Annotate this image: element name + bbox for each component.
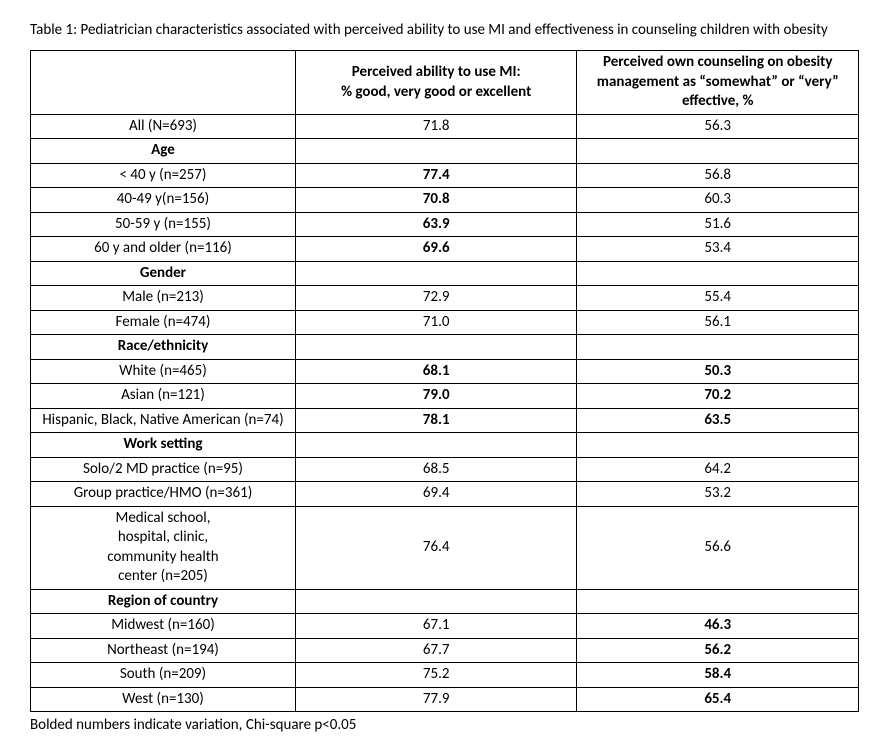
table-row: White (n=465)68.150.3 xyxy=(31,359,859,384)
cell-mi-ability: 77.4 xyxy=(295,163,577,188)
cell-effectiveness: 50.3 xyxy=(577,359,859,384)
cell-effectiveness: 63.5 xyxy=(577,408,859,433)
cell-effectiveness: 65.4 xyxy=(577,687,859,712)
table-row: Group practice/HMO (n=361)69.453.2 xyxy=(31,482,859,507)
table-body: All (N=693)71.856.3Age< 40 y (n=257)77.4… xyxy=(31,114,859,712)
section-label: Age xyxy=(31,139,296,164)
header-row: Perceived ability to use MI: % good, ver… xyxy=(31,51,859,115)
section-label: Race/ethnicity xyxy=(31,335,296,360)
cell-mi-ability xyxy=(295,139,577,164)
row-label: Male (n=213) xyxy=(31,286,296,311)
table-row: 60 y and older (n=116)69.653.4 xyxy=(31,237,859,262)
table-row: Work setting xyxy=(31,433,859,458)
table-caption: Table 1: Pediatrician characteristics as… xyxy=(30,20,859,40)
cell-effectiveness: 53.4 xyxy=(577,237,859,262)
cell-mi-ability: 76.4 xyxy=(295,506,577,589)
data-table: Perceived ability to use MI: % good, ver… xyxy=(30,50,859,712)
cell-mi-ability: 67.7 xyxy=(295,638,577,663)
row-label: Medical school, hospital, clinic, commun… xyxy=(31,506,296,589)
cell-mi-ability xyxy=(295,433,577,458)
cell-mi-ability: 77.9 xyxy=(295,687,577,712)
cell-mi-ability: 70.8 xyxy=(295,188,577,213)
table-row: All (N=693)71.856.3 xyxy=(31,114,859,139)
table-row: Northeast (n=194)67.756.2 xyxy=(31,638,859,663)
row-label: All (N=693) xyxy=(31,114,296,139)
table-row: Male (n=213)72.955.4 xyxy=(31,286,859,311)
row-label: Asian (n=121) xyxy=(31,384,296,409)
table-row: Gender xyxy=(31,261,859,286)
header-col3: Perceived own counseling on obesity mana… xyxy=(577,51,859,115)
table-row: 50-59 y (n=155)63.951.6 xyxy=(31,212,859,237)
table-row: Hispanic, Black, Native American (n=74)7… xyxy=(31,408,859,433)
cell-effectiveness xyxy=(577,589,859,614)
cell-mi-ability: 67.1 xyxy=(295,614,577,639)
table-row: Solo/2 MD practice (n=95)68.564.2 xyxy=(31,457,859,482)
table-row: 40-49 y(n=156)70.860.3 xyxy=(31,188,859,213)
cell-mi-ability: 75.2 xyxy=(295,663,577,688)
cell-effectiveness: 56.2 xyxy=(577,638,859,663)
cell-effectiveness: 51.6 xyxy=(577,212,859,237)
cell-effectiveness: 55.4 xyxy=(577,286,859,311)
cell-mi-ability: 69.6 xyxy=(295,237,577,262)
cell-mi-ability: 71.0 xyxy=(295,310,577,335)
row-label: South (n=209) xyxy=(31,663,296,688)
cell-mi-ability: 79.0 xyxy=(295,384,577,409)
table-row: < 40 y (n=257)77.456.8 xyxy=(31,163,859,188)
row-label: 60 y and older (n=116) xyxy=(31,237,296,262)
cell-mi-ability: 72.9 xyxy=(295,286,577,311)
row-label: White (n=465) xyxy=(31,359,296,384)
table-footnote: Bolded numbers indicate variation, Chi-s… xyxy=(30,716,859,734)
cell-effectiveness: 56.1 xyxy=(577,310,859,335)
table-row: Race/ethnicity xyxy=(31,335,859,360)
cell-effectiveness: 70.2 xyxy=(577,384,859,409)
row-label: Solo/2 MD practice (n=95) xyxy=(31,457,296,482)
cell-mi-ability: 68.1 xyxy=(295,359,577,384)
cell-effectiveness xyxy=(577,139,859,164)
table-row: Medical school, hospital, clinic, commun… xyxy=(31,506,859,589)
section-label: Region of country xyxy=(31,589,296,614)
row-label: Female (n=474) xyxy=(31,310,296,335)
cell-effectiveness: 56.6 xyxy=(577,506,859,589)
table-row: Region of country xyxy=(31,589,859,614)
header-col2: Perceived ability to use MI: % good, ver… xyxy=(295,51,577,115)
cell-effectiveness xyxy=(577,335,859,360)
row-label: Northeast (n=194) xyxy=(31,638,296,663)
cell-mi-ability: 68.5 xyxy=(295,457,577,482)
header-blank xyxy=(31,51,296,115)
cell-mi-ability: 71.8 xyxy=(295,114,577,139)
cell-mi-ability xyxy=(295,261,577,286)
row-label: Group practice/HMO (n=361) xyxy=(31,482,296,507)
cell-effectiveness: 46.3 xyxy=(577,614,859,639)
cell-effectiveness: 53.2 xyxy=(577,482,859,507)
cell-effectiveness: 60.3 xyxy=(577,188,859,213)
cell-effectiveness: 58.4 xyxy=(577,663,859,688)
row-label: 50-59 y (n=155) xyxy=(31,212,296,237)
table-row: Midwest (n=160)67.146.3 xyxy=(31,614,859,639)
section-label: Work setting xyxy=(31,433,296,458)
row-label: Midwest (n=160) xyxy=(31,614,296,639)
section-label: Gender xyxy=(31,261,296,286)
table-row: Age xyxy=(31,139,859,164)
table-row: West (n=130)77.965.4 xyxy=(31,687,859,712)
cell-mi-ability xyxy=(295,335,577,360)
cell-effectiveness: 56.8 xyxy=(577,163,859,188)
row-label: 40-49 y(n=156) xyxy=(31,188,296,213)
cell-mi-ability: 78.1 xyxy=(295,408,577,433)
table-row: Asian (n=121)79.070.2 xyxy=(31,384,859,409)
cell-effectiveness: 64.2 xyxy=(577,457,859,482)
row-label: < 40 y (n=257) xyxy=(31,163,296,188)
row-label: West (n=130) xyxy=(31,687,296,712)
row-label: Hispanic, Black, Native American (n=74) xyxy=(31,408,296,433)
cell-effectiveness xyxy=(577,433,859,458)
cell-mi-ability: 69.4 xyxy=(295,482,577,507)
table-row: South (n=209)75.258.4 xyxy=(31,663,859,688)
cell-mi-ability: 63.9 xyxy=(295,212,577,237)
cell-mi-ability xyxy=(295,589,577,614)
table-row: Female (n=474)71.056.1 xyxy=(31,310,859,335)
cell-effectiveness xyxy=(577,261,859,286)
cell-effectiveness: 56.3 xyxy=(577,114,859,139)
